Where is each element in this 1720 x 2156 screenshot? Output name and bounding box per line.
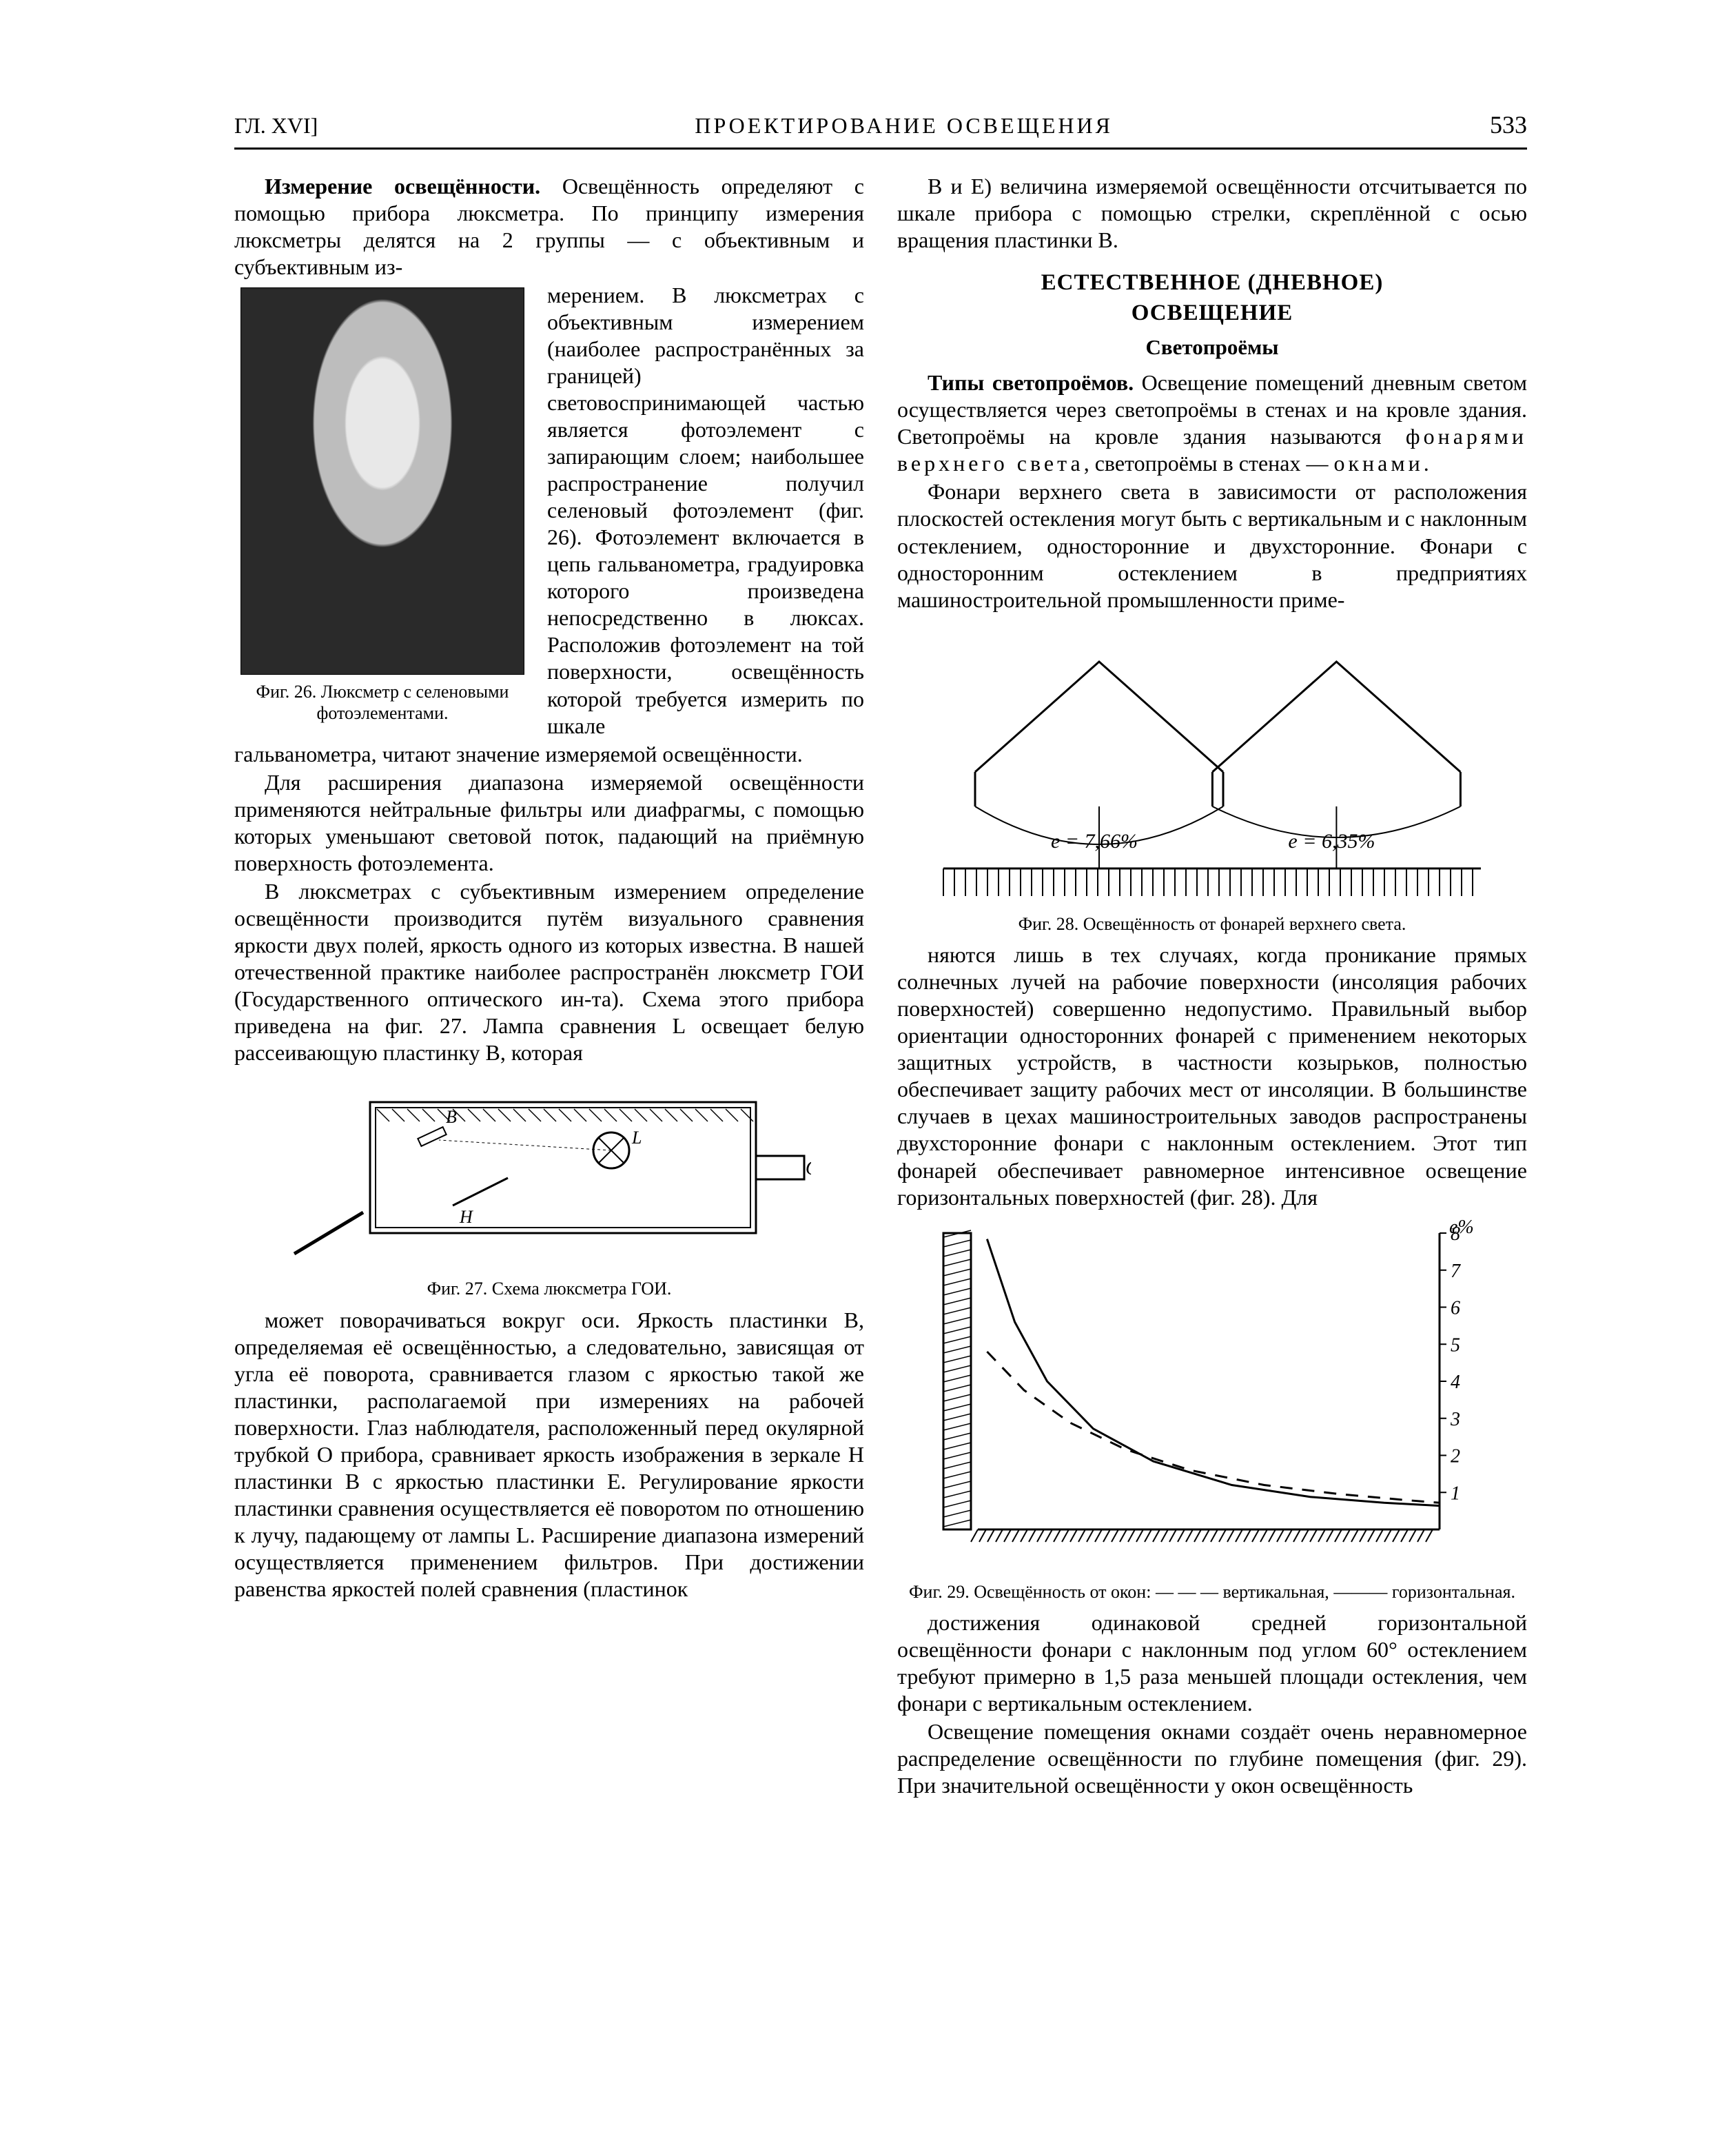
svg-text:B: B xyxy=(446,1107,457,1127)
fig29-solid-symbol: ——— xyxy=(1333,1582,1387,1602)
para-9: достижения одинаковой средней горизонтал… xyxy=(897,1609,1527,1717)
skylight-diagram-icon: e = 7,66% e = 6,35% xyxy=(930,620,1495,910)
para-2: Для расширения диапазона измеряемой осве… xyxy=(234,769,864,877)
svg-text:e = 7,66%: e = 7,66% xyxy=(1051,830,1138,853)
para-7: Фонари верхнего света в зависимости от р… xyxy=(897,478,1527,613)
section-heading-line1: ЕСТЕСТВЕННОЕ (ДНЕВНОЕ) xyxy=(897,269,1527,296)
svg-text:L: L xyxy=(631,1128,642,1148)
figure-26-caption: Фиг. 26. Люксметр с селеновыми фотоэлеме… xyxy=(234,682,531,724)
page-number: 533 xyxy=(1490,110,1527,141)
figure-29-caption: Фиг. 29. Освещённость от окон: — — — вер… xyxy=(897,1582,1527,1603)
para-1: Измерение освещённости. Освещённость опр… xyxy=(234,173,864,281)
figure-28: e = 7,66% e = 6,35% Фиг. 28. Освещённость… xyxy=(897,620,1527,935)
fig29-caption-a: Фиг. 29. Освещённость от окон: xyxy=(909,1582,1156,1602)
para-1-lead: Измерение освещённости. xyxy=(265,174,540,199)
svg-text:6: 6 xyxy=(1451,1297,1460,1319)
figure-28-caption: Фиг. 28. Освещённость от фонарей верхнег… xyxy=(897,914,1527,935)
svg-text:7: 7 xyxy=(1451,1260,1461,1281)
running-head: ГЛ. XVI] ПРОЕКТИРОВАНИЕ ОСВЕЩЕНИЯ 533 xyxy=(234,110,1527,150)
fig29-caption-c: горизонтальная. xyxy=(1392,1582,1515,1602)
svg-text:e = 6,35%: e = 6,35% xyxy=(1288,830,1375,853)
para-4: может поворачиваться вокруг оси. Яркость… xyxy=(234,1307,864,1603)
para-6: Типы светопроёмов. Освещение помещений д… xyxy=(897,369,1527,477)
svg-text:O: O xyxy=(806,1158,811,1179)
body-columns: Измерение освещённости. Освещённость опр… xyxy=(234,173,1527,2075)
running-title: ПРОЕКТИРОВАНИЕ ОСВЕЩЕНИЯ xyxy=(695,112,1113,139)
para-6-lead: Типы светопроёмов. xyxy=(928,370,1134,395)
para-6-term2: окнами xyxy=(1333,451,1423,476)
para-3: В люксметрах с субъективным измерением о… xyxy=(234,878,864,1066)
subheading: Светопроёмы xyxy=(897,334,1527,360)
goi-luxmeter-diagram-icon: O L B H xyxy=(287,1075,811,1274)
para-6-end: . xyxy=(1424,451,1429,476)
fig29-caption-b: вертикальная, xyxy=(1222,1582,1333,1602)
svg-text:4: 4 xyxy=(1451,1372,1460,1393)
figure-27: O L B H Фиг. 27. Схема люксметра ГОИ. xyxy=(234,1075,864,1300)
svg-text:2: 2 xyxy=(1451,1445,1460,1467)
para-5: B и E) величина измеряемой освещённости … xyxy=(897,173,1527,254)
svg-text:e%: e% xyxy=(1449,1219,1474,1238)
chapter-marker: ГЛ. XVI] xyxy=(234,112,318,139)
section-heading-line2: ОСВЕЩЕНИЕ xyxy=(897,299,1527,327)
svg-text:H: H xyxy=(459,1207,473,1227)
page: ГЛ. XVI] ПРОЕКТИРОВАНИЕ ОСВЕЩЕНИЯ 533 Из… xyxy=(0,0,1720,2156)
svg-text:3: 3 xyxy=(1450,1408,1460,1430)
svg-text:5: 5 xyxy=(1451,1334,1460,1356)
figure-26: Фиг. 26. Люксметр с селеновыми фотоэлеме… xyxy=(234,287,531,731)
para-1c: гальванометра, читают значение измеряемо… xyxy=(234,741,864,768)
figure-29: 87654321e% Фиг. 29. Освещённость от окон… xyxy=(897,1219,1527,1603)
para-8: няются лишь в тех случаях, когда проника… xyxy=(897,942,1527,1210)
svg-text:1: 1 xyxy=(1451,1483,1460,1504)
fig29-dash-symbol: — — — xyxy=(1156,1582,1218,1602)
luxmeter-photo-icon xyxy=(240,287,524,675)
window-illumination-chart-icon: 87654321e% xyxy=(930,1219,1495,1578)
para-6-mid: , светопроёмы в стенах — xyxy=(1084,451,1334,476)
para-10: Освещение помещения окнами создаёт очень… xyxy=(897,1718,1527,1799)
figure-27-caption: Фиг. 27. Схема люксметра ГОИ. xyxy=(234,1279,864,1300)
